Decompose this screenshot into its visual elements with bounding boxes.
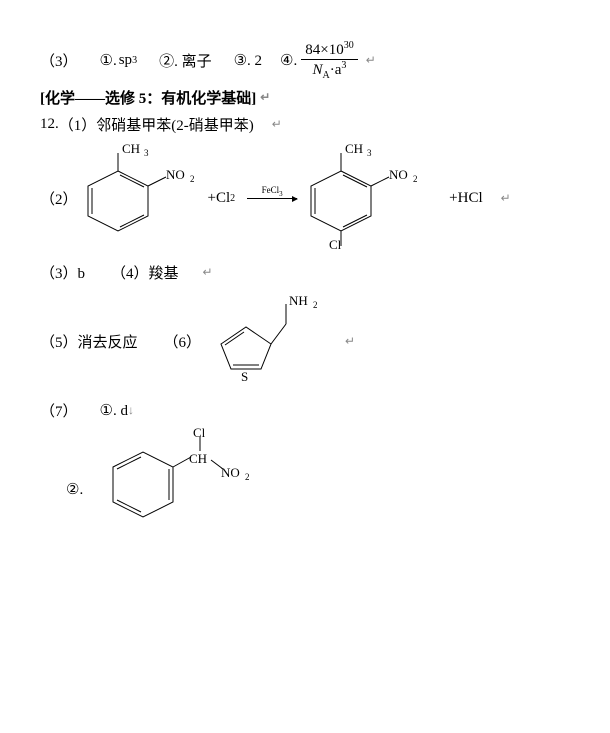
molecule-2: CH 3 NO 2 Cl: [301, 141, 431, 256]
reaction-arrow: FeCl3: [247, 198, 297, 199]
svg-text:CH: CH: [189, 451, 207, 466]
header-text: [化学——选修 5：有机化学基础]: [40, 87, 256, 108]
q4: （4）羧基: [111, 262, 179, 283]
molecule-4: CH Cl NO 2: [83, 427, 253, 552]
return-mark: ↵: [501, 191, 511, 206]
svg-text:NO: NO: [166, 167, 185, 182]
q6: （6）: [164, 331, 202, 352]
q5: （5）消去反应: [40, 331, 138, 352]
svg-text:2: 2: [190, 174, 195, 184]
part3-label: ③. 2: [234, 51, 262, 70]
part4-label: ④.: [280, 51, 297, 70]
frac-den-n: N: [313, 62, 323, 78]
svg-text:NO: NO: [221, 465, 240, 480]
return-mark: ↵: [345, 334, 355, 349]
q12-1-line: 12. （1）邻硝基甲苯(2-硝基甲苯) ↵: [40, 114, 570, 135]
q7-line: （7） ①. d↓: [40, 400, 570, 421]
fraction: 84×1030 NA·a3: [301, 40, 357, 81]
q56-line: （5）消去反应 （6） S NH 2 ↵: [40, 289, 570, 394]
section-header: [化学——选修 5：有机化学基础] ↵: [40, 87, 570, 108]
molecule-3: S NH 2: [201, 289, 321, 394]
frac-den-mid: ·a: [330, 62, 342, 78]
svg-text:3: 3: [367, 148, 372, 158]
part1-label: ①.: [100, 51, 117, 70]
frac-num-exp: 30: [344, 40, 354, 51]
return-mark: ↵: [260, 90, 270, 105]
svg-text:Cl: Cl: [193, 427, 206, 440]
p2-label: ②.: [66, 480, 83, 499]
svg-text:CH: CH: [122, 141, 140, 156]
svg-text:NH: NH: [289, 293, 308, 308]
last-line: ②. CH Cl NO 2: [40, 427, 570, 552]
sp-text: sp: [119, 52, 132, 69]
frac-num-a: 84×10: [305, 42, 343, 58]
q2-label: （2）: [40, 188, 78, 209]
plus-cl2: +Cl: [208, 190, 231, 207]
q7: （7）: [40, 400, 78, 421]
q12-1-text: （1）邻硝基甲苯(2-硝基甲苯): [59, 114, 254, 135]
return-mark: ↵: [272, 117, 282, 132]
reaction-line: （2） CH3 NO2 +Cl2 FeCl3 CH: [40, 141, 570, 256]
svg-text:CH: CH: [345, 141, 363, 156]
frac-den-exp: 3: [341, 60, 346, 71]
svg-text:NO: NO: [389, 167, 408, 182]
return-mark: ↵: [366, 53, 376, 68]
q3-label: （3）: [40, 50, 78, 71]
answer-3-line: （3） ①. sp3 ②. 离子 ③. 2 ④. 84×1030 NA·a3 ↵: [40, 40, 570, 81]
svg-text:Cl: Cl: [329, 237, 342, 251]
svg-text:S: S: [241, 369, 248, 384]
frac-den-sub: A: [323, 70, 330, 81]
q7-p1: ①. d: [100, 401, 128, 420]
plus-hcl: +HCl: [449, 190, 482, 207]
catalyst: FeCl: [262, 185, 280, 195]
svg-text:2: 2: [413, 174, 418, 184]
molecule-1: CH 3 NO 2: [78, 141, 208, 256]
q12-num: 12.: [40, 116, 59, 133]
part2-label: ②. 离子: [159, 50, 212, 71]
cl2-sub: 2: [230, 193, 235, 204]
svg-text:3: 3: [144, 148, 149, 158]
return-mark: ↵: [203, 265, 213, 280]
catalyst-sub: 3: [279, 190, 283, 198]
svg-text:2: 2: [313, 300, 318, 310]
q34-line: （3）b （4）羧基 ↵: [40, 262, 570, 283]
q3b: （3）b: [40, 262, 85, 283]
svg-text:2: 2: [245, 472, 250, 482]
sp-exp: 3: [132, 55, 137, 66]
return-mark: ↓: [128, 403, 134, 418]
